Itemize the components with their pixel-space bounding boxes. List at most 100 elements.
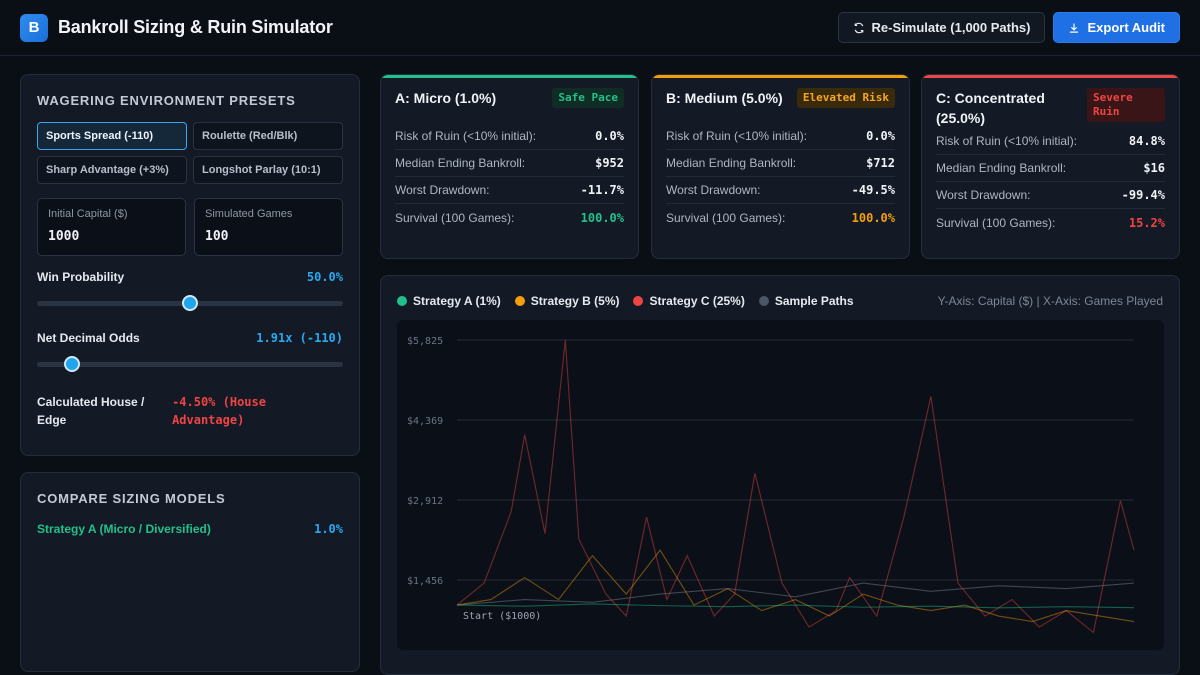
metric-label: Risk of Ruin (<10% initial): (395, 129, 537, 143)
metric-label: Risk of Ruin (<10% initial): (666, 129, 808, 143)
line-chart: $5,825 $4,369 $2,912 $1,456 Start ($1000) (407, 336, 1135, 634)
preset-list: Sports Spread (-110) Roulette (Red/Blk) … (37, 122, 343, 184)
legend-label: Strategy A (1%) (413, 294, 501, 308)
net-odds-value: 1.91x (-110) (256, 331, 343, 345)
metric-worst-drawdown: Worst Drawdown: -49.5% (666, 177, 895, 204)
compare-title: Compare Sizing Models (37, 491, 226, 506)
simulated-games-label: Simulated Games (205, 208, 293, 220)
chart-panel: Strategy A (1%) Strategy B (5%) Strategy… (380, 275, 1180, 675)
legend-strategy-a[interactable]: Strategy A (1%) (397, 294, 501, 308)
metric-value: 0.0% (595, 129, 624, 143)
series-line-strategy-b-5- (456, 549, 1135, 623)
slider-handle[interactable] (182, 295, 198, 311)
simulated-games-value[interactable]: 100 (205, 229, 229, 244)
app-header: B Bankroll Sizing & Ruin Simulator Re-Si… (0, 0, 1200, 56)
card-title: B: Medium (5.0%) (666, 90, 783, 106)
metric-label: Survival (100 Games): (666, 210, 786, 225)
card-strategy-a: A: Micro (1.0%) Safe Pace Risk of Ruin (… (380, 74, 639, 259)
metric-value: 100.0% (851, 210, 895, 225)
card-header: C: Concentrated (25.0%) Severe Ruin (936, 88, 1165, 128)
metric-median-bankroll: Median Ending Bankroll: $16 (936, 155, 1165, 182)
app-logo: B (20, 13, 48, 42)
y-tick-label: $1,456 (407, 576, 443, 587)
metric-median-bankroll: Median Ending Bankroll: $952 (395, 150, 624, 177)
compare-panel: Compare Sizing Models Strategy A (Micro … (20, 472, 360, 672)
legend-dot (758, 296, 769, 306)
start-label: Start ($1000) (463, 611, 541, 622)
metric-label: Worst Drawdown: (666, 183, 761, 197)
chart-legend: Strategy A (1%) Strategy B (5%) Strategy… (397, 292, 1163, 310)
environment-title: Wagering Environment Presets (37, 93, 296, 108)
series-line-sample-paths (456, 582, 1135, 606)
metric-survival: Survival (100 Games): 100.0% (395, 204, 624, 231)
preset-sports-spread[interactable]: Sports Spread (-110) (37, 122, 187, 150)
metric-survival: Survival (100 Games): 15.2% (936, 209, 1165, 236)
resimulate-button[interactable]: Re-Simulate (1,000 Paths) (837, 12, 1046, 43)
metric-label: Median Ending Bankroll: (936, 161, 1067, 175)
y-tick-label: $2,912 (407, 496, 443, 507)
header-actions: Re-Simulate (1,000 Paths) Export Audit (837, 12, 1180, 43)
initial-capital-field[interactable]: Initial Capital ($) 1000 (37, 198, 186, 256)
win-probability-label: Win Probability (37, 270, 125, 284)
status-badge: Elevated Risk (796, 88, 895, 108)
preset-longshot-parlay[interactable]: Longshot Parlay (10:1) (193, 156, 343, 184)
metric-value: $16 (1143, 161, 1165, 175)
win-probability-value: 50.0% (306, 270, 343, 284)
legend-dot (397, 296, 407, 306)
metric-value: $952 (595, 156, 624, 170)
card-title: A: Micro (1.0%) (395, 90, 497, 106)
legend-sample-paths[interactable]: Sample Paths (758, 294, 854, 308)
download-icon (1070, 23, 1079, 33)
metric-median-bankroll: Median Ending Bankroll: $712 (666, 150, 895, 177)
compare-row-value: 1.0% (314, 522, 343, 536)
slider-handle[interactable] (64, 356, 81, 372)
metric-risk-of-ruin: Risk of Ruin (<10% initial): 0.0% (666, 123, 895, 150)
house-edge-label: Calculated House / Edge (37, 395, 145, 427)
win-probability-slider[interactable] (37, 292, 343, 314)
status-badge: Safe Pace (552, 88, 624, 108)
metric-risk-of-ruin: Risk of Ruin (<10% initial): 0.0% (395, 123, 624, 150)
y-tick-label: $4,369 (407, 416, 443, 427)
legend-label: Sample Paths (774, 294, 854, 308)
initial-capital-value[interactable]: 1000 (48, 229, 80, 244)
metric-value: 100.0% (580, 210, 624, 225)
resimulate-label: Re-Simulate (1,000 Paths) (871, 20, 1031, 35)
series-line-strategy-a-1- (456, 603, 1135, 609)
input-fields: Initial Capital ($) 1000 Simulated Games… (37, 198, 343, 256)
legend-dot (514, 296, 525, 306)
metric-label: Survival (100 Games): (936, 215, 1056, 230)
metric-worst-drawdown: Worst Drawdown: -99.4% (936, 182, 1165, 209)
metric-label: Worst Drawdown: (395, 183, 490, 197)
export-label: Export Audit (1087, 20, 1165, 35)
metric-value: 15.2% (1128, 215, 1165, 230)
net-odds-row: Net Decimal Odds 1.91x (-110) (37, 331, 343, 345)
legend-strategy-b[interactable]: Strategy B (5%) (514, 294, 619, 308)
metric-value: -99.4% (1121, 188, 1165, 202)
net-odds-label: Net Decimal Odds (37, 331, 140, 345)
card-strategy-b: B: Medium (5.0%) Elevated Risk Risk of R… (651, 74, 910, 259)
legend-label: Strategy C (25%) (649, 294, 745, 308)
metric-label: Survival (100 Games): (395, 210, 515, 225)
metric-label: Median Ending Bankroll: (666, 156, 797, 170)
metric-value: -49.5% (851, 183, 895, 197)
environment-panel: Wagering Environment Presets Sports Spre… (20, 74, 360, 456)
preset-sharp-advantage[interactable]: Sharp Advantage (+3%) (37, 156, 187, 184)
house-edge-row: Calculated House / Edge -4.50% (House Ad… (37, 393, 343, 429)
metric-label: Median Ending Bankroll: (395, 156, 526, 170)
metric-risk-of-ruin: Risk of Ruin (<10% initial): 84.8% (936, 128, 1165, 155)
export-audit-button[interactable]: Export Audit (1053, 12, 1180, 43)
card-header: A: Micro (1.0%) Safe Pace (395, 88, 624, 123)
initial-capital-label: Initial Capital ($) (48, 208, 128, 220)
app-title: Bankroll Sizing & Ruin Simulator (58, 17, 333, 37)
axis-note: Y-Axis: Capital ($) | X-Axis: Games Play… (937, 294, 1163, 308)
simulated-games-field[interactable]: Simulated Games 100 (194, 198, 343, 256)
status-badge: Severe Ruin (1087, 88, 1165, 122)
refresh-icon (854, 22, 863, 33)
compare-row-strategy-a[interactable]: Strategy A (Micro / Diversified) 1.0% (37, 522, 343, 536)
compare-row-label: Strategy A (Micro / Diversified) (37, 522, 211, 536)
preset-roulette[interactable]: Roulette (Red/Blk) (193, 122, 343, 150)
y-tick-label: $5,825 (407, 336, 443, 347)
legend-strategy-c[interactable]: Strategy C (25%) (633, 294, 745, 308)
net-odds-slider[interactable] (37, 353, 343, 375)
legend-dot (633, 296, 644, 306)
